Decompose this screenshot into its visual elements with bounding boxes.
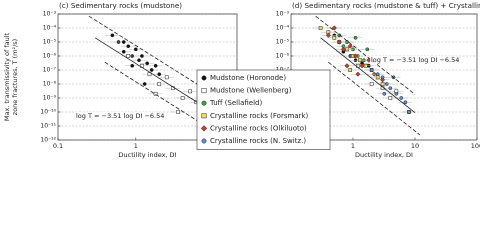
x-tick-label: 100 xyxy=(471,142,480,150)
point xyxy=(121,49,126,54)
point xyxy=(153,91,158,96)
annotation-bg xyxy=(370,56,450,64)
point xyxy=(153,63,158,68)
y-tick-label: 10⁻³ xyxy=(276,11,290,18)
x-axis-label: Ductility index, DI xyxy=(355,151,413,159)
legend-label: Mudstone (Wellenberg) xyxy=(210,87,292,95)
x-tick-label: 1 xyxy=(134,142,138,150)
legend xyxy=(196,69,331,150)
legend-box xyxy=(196,69,331,150)
legend-label: Crystalline rocks (N. Switz.) xyxy=(210,137,306,145)
legend-label: Mudstone (Horonode) xyxy=(210,74,286,82)
point xyxy=(382,91,387,96)
point xyxy=(388,96,393,100)
fit-line xyxy=(104,61,220,136)
point xyxy=(318,26,323,30)
point xyxy=(130,63,135,68)
point xyxy=(375,72,380,77)
point xyxy=(353,53,359,59)
point xyxy=(344,63,350,69)
point xyxy=(355,71,361,77)
legend-marker xyxy=(201,113,207,119)
legend-label: Crystalline rocks (Forsmark) xyxy=(210,112,309,120)
x-tick-label: 10 xyxy=(411,142,419,150)
point xyxy=(157,82,162,86)
point xyxy=(145,61,150,66)
point xyxy=(348,68,353,72)
point xyxy=(336,39,342,45)
legend-marker xyxy=(200,125,208,132)
fit-line xyxy=(94,37,214,113)
point xyxy=(407,110,411,114)
point xyxy=(180,96,185,100)
x-axis-label: Ductility index, DI xyxy=(119,151,177,159)
y-tick-label: 10⁻¹² xyxy=(40,137,56,144)
point xyxy=(325,32,331,38)
y-tick-label: 10⁻⁴ xyxy=(43,25,57,32)
x-tick-label: 1 xyxy=(351,142,355,150)
annotation: log T = −3.51 log DI −6.54 xyxy=(371,56,459,64)
point xyxy=(359,63,365,69)
point xyxy=(157,72,162,77)
legend-marker xyxy=(201,138,207,144)
y-axis-label: zone fractures, T (m²/s) xyxy=(11,39,19,115)
y-tick-label: 10⁻⁷ xyxy=(43,67,57,74)
y-tick-label: 10⁻⁴ xyxy=(276,25,290,32)
legend-marker xyxy=(201,75,207,81)
y-tick-label: 10⁻¹⁰ xyxy=(40,109,56,116)
y-tick-label: 10⁻¹¹ xyxy=(40,123,56,130)
point xyxy=(331,25,337,31)
point xyxy=(188,89,193,94)
fit-line xyxy=(315,15,416,95)
legend-marker xyxy=(201,88,207,94)
x-tick-label: 0.1 xyxy=(53,142,63,150)
fit-line xyxy=(88,15,214,95)
point xyxy=(142,82,147,86)
y-tick-label: 10⁻⁹ xyxy=(43,95,57,102)
point xyxy=(365,47,370,52)
point xyxy=(384,82,389,86)
point xyxy=(137,58,141,63)
fit-line xyxy=(320,37,416,113)
point xyxy=(394,91,399,96)
point xyxy=(126,44,131,49)
point xyxy=(149,68,154,72)
y-axis-label: Max. transmissivity of fault xyxy=(3,32,11,121)
legend-marker xyxy=(201,100,207,106)
point xyxy=(347,43,353,49)
point xyxy=(337,33,342,38)
point xyxy=(110,33,115,38)
y-tick-label: 10⁻⁵ xyxy=(276,39,290,46)
legend-label: Crystalline rocks (Olkiluoto) xyxy=(210,124,307,132)
point xyxy=(133,47,138,52)
point xyxy=(126,54,131,58)
point xyxy=(388,86,393,91)
annotation: log T = −3.51 log DI −6.54 xyxy=(76,112,164,120)
point xyxy=(332,35,337,40)
point xyxy=(399,96,404,100)
y-tick-label: 10⁻⁶ xyxy=(276,53,290,60)
panel-title: (c) Sedimentary rocks (mudstone) xyxy=(59,1,182,10)
point xyxy=(164,75,169,80)
y-tick-label: 10⁻⁸ xyxy=(43,81,57,88)
point xyxy=(353,35,358,40)
point xyxy=(369,68,374,72)
panel-title: (d) Sedimentary rocks (mudstone & tuff) … xyxy=(292,1,480,10)
fit-line xyxy=(328,61,421,136)
point xyxy=(380,75,385,80)
point xyxy=(403,100,408,105)
point xyxy=(121,40,126,44)
y-tick-label: 10⁻⁵ xyxy=(43,39,57,46)
point xyxy=(369,82,374,86)
point xyxy=(358,58,362,63)
point xyxy=(140,54,144,58)
figure: (c) Sedimentary rocks (mudstone)10⁻³10⁻⁴… xyxy=(3,1,480,159)
point xyxy=(176,110,180,114)
legend-label: Tuff (Sellafield) xyxy=(209,99,262,107)
y-tick-label: 10⁻⁶ xyxy=(43,53,57,60)
annotation-bg xyxy=(75,112,155,120)
point xyxy=(340,46,346,52)
y-tick-label: 10⁻³ xyxy=(43,11,57,18)
